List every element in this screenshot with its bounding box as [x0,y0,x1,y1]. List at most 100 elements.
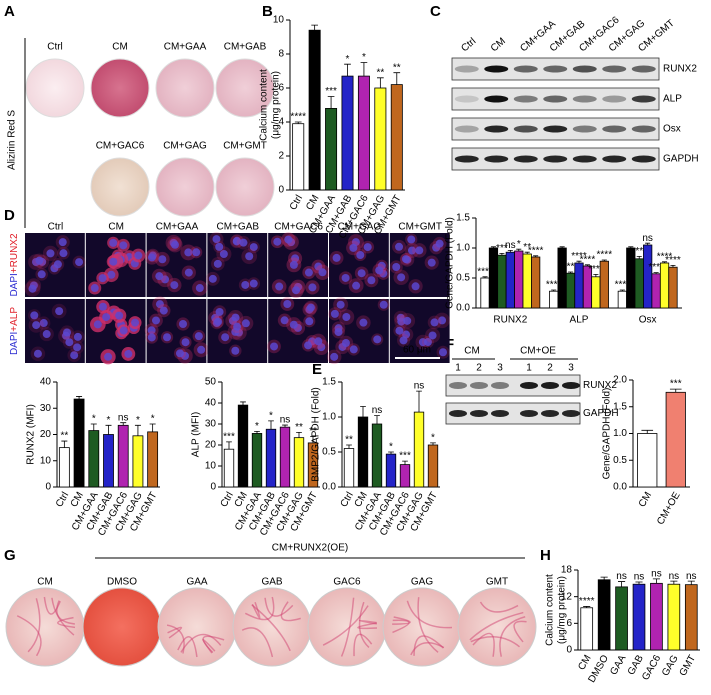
band [602,125,627,133]
significance-label: ns [414,381,425,392]
error-bar [327,96,335,109]
y-tick-label: 2 [278,151,284,162]
dish [90,58,150,118]
row-label-part: +RUNX2 [9,233,20,273]
nucleus [415,246,424,255]
nucleus [109,238,118,247]
error-bar [282,424,288,428]
band [602,95,627,103]
x-tick-label: GMT [678,653,699,678]
nucleus [314,337,323,346]
nucleus [304,341,313,350]
error-bar [416,390,422,413]
protein-label: RUNX2 [583,380,617,391]
stain-streak [251,604,291,652]
nucleus [349,345,358,354]
error-bar [360,406,366,417]
stain-streak [417,597,439,653]
dish-label: CM [112,42,128,53]
panel-letter: D [4,207,15,224]
nucleus [363,243,372,252]
stain-streak [499,616,526,657]
band [449,410,467,417]
significance-label: **** [528,245,544,256]
nucleus [304,268,313,277]
bar [385,453,397,488]
significance-label: **** [580,254,596,265]
nucleus [430,318,439,327]
error-bar [240,401,246,406]
band [513,95,538,103]
bar [399,464,411,488]
panel-letter: C [430,3,441,20]
y-axis-label: RUNX2 (MFI) [26,404,37,465]
band [470,382,488,389]
bar [497,254,507,309]
stain-streak [166,624,185,654]
nucleus [334,328,343,337]
nucleus [342,312,351,321]
bar [597,579,611,651]
error-bar [669,388,682,393]
band [631,65,656,73]
nucleus [213,259,222,268]
bar [650,582,663,651]
nucleus [159,306,168,315]
nucleus [28,284,37,293]
error-bar [619,289,625,292]
nucleus [395,242,404,251]
bar [632,583,646,651]
column-label: CM+GMT [398,222,442,233]
significance-label: * [136,415,140,426]
error-bar [583,606,591,608]
dish-label: CM [37,577,53,588]
nucleus [280,316,289,325]
band [484,95,509,103]
significance-label: * [151,414,155,425]
nucleus [427,258,436,267]
error-bar [628,246,634,248]
x-tick-label: GAG [660,653,681,678]
nucleus [208,274,217,283]
band [543,65,568,73]
bar [341,75,354,191]
band [541,382,559,389]
nucleus [249,243,258,252]
y-tick-label: 4 [278,117,284,128]
nucleus [336,300,345,309]
group-label: CM [464,346,480,357]
lane-label: Ctrl [459,36,478,54]
band [602,65,627,73]
y-tick-label: 0.0 [322,482,336,493]
y-tick-label: 0.5 [613,455,627,466]
x-tick-label: CM [637,490,654,509]
nucleus [397,273,406,282]
band [513,155,538,163]
nucleus [397,317,406,326]
nucleus [134,251,143,260]
bar [343,448,355,488]
y-tick-label: 6 [278,83,284,94]
column-label: CM+GAG [338,222,382,233]
significance-label: ** [376,67,384,78]
significance-label: * [255,421,259,432]
error-bar [311,24,318,31]
y-tick-label: 40 [40,377,52,388]
bar [626,247,636,309]
nucleus [55,307,64,316]
x-tick-label: Ctrl [54,490,71,509]
y-tick-label: 0 [210,482,216,493]
nucleus [439,348,448,357]
nucleus [423,338,432,347]
significance-label: * [107,415,111,426]
error-bar [507,250,513,253]
nucleus [192,248,201,257]
error-bar [346,444,352,449]
bar [634,258,644,309]
column-label: CM+GAC6 [274,222,323,233]
significance-label: ns [642,233,653,244]
stain-streak [353,633,373,657]
nucleus [53,260,62,269]
nucleus [119,241,128,250]
